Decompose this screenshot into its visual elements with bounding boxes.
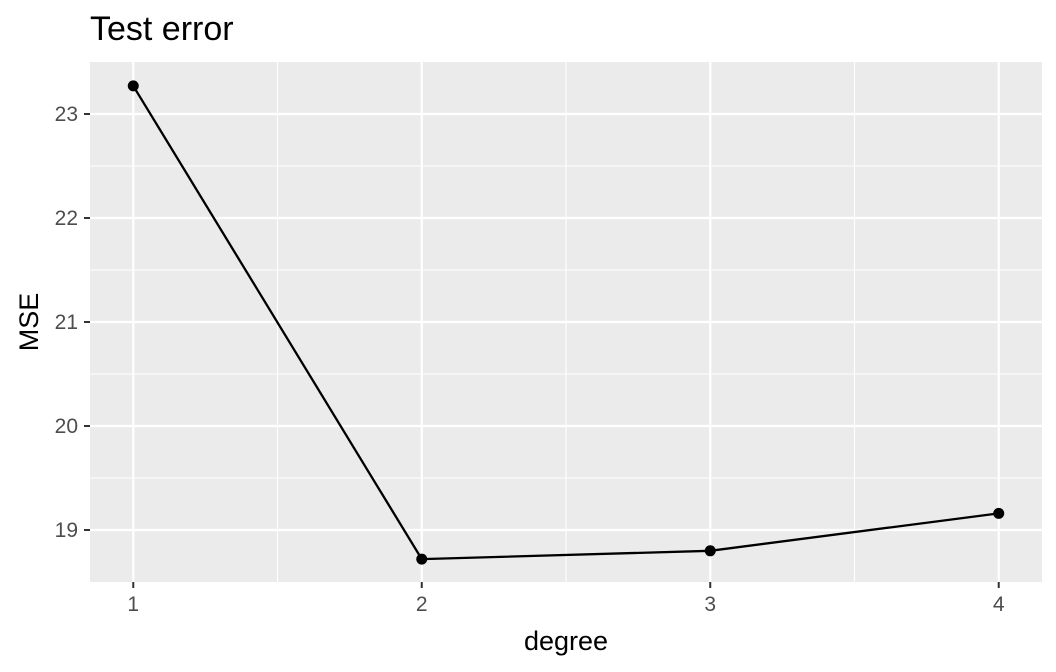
series-line <box>132 85 999 561</box>
y-tick-label: 22 <box>55 207 78 230</box>
data-point <box>127 80 139 92</box>
chart-title: Test error <box>90 10 234 48</box>
x-axis-title: degree <box>524 626 608 656</box>
x-axis: 1 2 3 4 <box>127 582 1005 616</box>
y-tick-label: 20 <box>55 415 78 438</box>
y-axis: 19 20 21 22 23 <box>55 103 90 542</box>
x-tick-label: 3 <box>704 593 716 616</box>
data-point <box>704 545 716 557</box>
y-tick-label: 23 <box>55 103 78 126</box>
y-axis-title: MSE <box>14 293 44 352</box>
y-tick-label: 19 <box>55 519 78 542</box>
major-gridlines <box>90 62 1042 582</box>
x-tick-label: 2 <box>416 593 428 616</box>
data-point <box>993 507 1005 519</box>
x-tick-label: 4 <box>993 593 1005 616</box>
data-point <box>416 553 428 565</box>
y-tick-label: 21 <box>55 311 78 334</box>
x-tick-label: 1 <box>127 593 139 616</box>
series-layer <box>127 80 1005 565</box>
